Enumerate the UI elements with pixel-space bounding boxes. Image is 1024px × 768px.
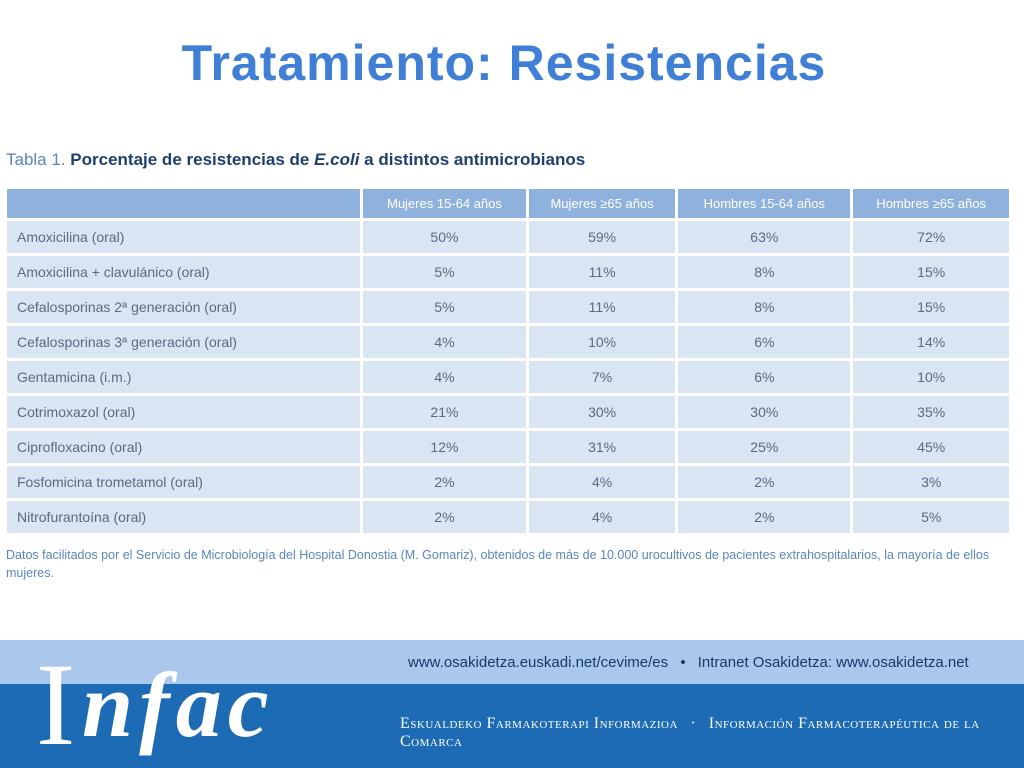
logo-wordmark: nfac bbox=[82, 654, 275, 756]
header-cell: Hombres ≥65 años bbox=[853, 189, 1009, 218]
table-row: Cefalosporinas 3ª generación (oral) 4% 1… bbox=[7, 326, 1009, 358]
value-cell: 10% bbox=[528, 326, 676, 358]
cevime-link[interactable]: www.osakidetza.euskadi.net/cevime/es bbox=[408, 654, 669, 671]
footer-tagline: Eskualdeko Farmakoterapi Informazioa · I… bbox=[400, 715, 1024, 751]
value-cell: 59% bbox=[528, 221, 676, 253]
value-cell: 14% bbox=[853, 326, 1009, 358]
value-cell: 72% bbox=[853, 221, 1009, 253]
value-cell: 31% bbox=[528, 431, 676, 463]
logo-initial: I bbox=[36, 639, 76, 768]
value-cell: 4% bbox=[528, 501, 676, 533]
drug-name: Ciprofloxacino (oral) bbox=[7, 431, 360, 463]
footer-band-light bbox=[0, 640, 1024, 684]
caption-main: Porcentaje de resistencias de bbox=[70, 150, 310, 169]
caption-organism: E.coli bbox=[314, 150, 360, 169]
table-row: Fosfomicina trometamol (oral) 2% 4% 2% 3… bbox=[7, 466, 1009, 498]
table-row: Amoxicilina (oral) 50% 59% 63% 72% bbox=[7, 221, 1009, 253]
value-cell: 4% bbox=[528, 466, 676, 498]
value-cell: 35% bbox=[853, 396, 1009, 428]
header-corner bbox=[7, 189, 360, 218]
value-cell: 10% bbox=[853, 361, 1009, 393]
value-cell: 2% bbox=[678, 501, 851, 533]
table-footnote: Datos facilitados por el Servicio de Mic… bbox=[6, 548, 990, 580]
caption-tail: a distintos antimicrobianos bbox=[364, 150, 586, 169]
value-cell: 8% bbox=[678, 256, 851, 288]
value-cell: 21% bbox=[363, 396, 526, 428]
value-cell: 11% bbox=[528, 256, 676, 288]
value-cell: 5% bbox=[363, 291, 526, 323]
drug-name: Cefalosporinas 3ª generación (oral) bbox=[7, 326, 360, 358]
header-cell: Hombres 15-64 años bbox=[678, 189, 851, 218]
drug-name: Cefalosporinas 2ª generación (oral) bbox=[7, 291, 360, 323]
value-cell: 7% bbox=[528, 361, 676, 393]
value-cell: 15% bbox=[853, 256, 1009, 288]
tagline-basque: Eskualdeko Farmakoterapi Informazioa bbox=[400, 715, 678, 732]
value-cell: 15% bbox=[853, 291, 1009, 323]
value-cell: 30% bbox=[528, 396, 676, 428]
infac-logo: I nfac bbox=[36, 646, 336, 768]
table-caption: Tabla 1. Porcentaje de resistencias de E… bbox=[6, 150, 585, 170]
header-cell: Mujeres ≥65 años bbox=[528, 189, 676, 218]
value-cell: 4% bbox=[363, 361, 526, 393]
table-row: Gentamicina (i.m.) 4% 7% 6% 10% bbox=[7, 361, 1009, 393]
value-cell: 5% bbox=[363, 256, 526, 288]
value-cell: 30% bbox=[678, 396, 851, 428]
table-row: Ciprofloxacino (oral) 12% 31% 25% 45% bbox=[7, 431, 1009, 463]
drug-name: Gentamicina (i.m.) bbox=[7, 361, 360, 393]
table-header-row: Mujeres 15-64 años Mujeres ≥65 años Homb… bbox=[7, 189, 1009, 218]
value-cell: 12% bbox=[363, 431, 526, 463]
tagline-separator: · bbox=[690, 715, 697, 732]
value-cell: 11% bbox=[528, 291, 676, 323]
caption-prefix: Tabla 1. bbox=[6, 150, 66, 169]
value-cell: 50% bbox=[363, 221, 526, 253]
value-cell: 63% bbox=[678, 221, 851, 253]
value-cell: 6% bbox=[678, 361, 851, 393]
footer-links: www.osakidetza.euskadi.net/cevime/es • I… bbox=[408, 654, 969, 671]
header-cell: Mujeres 15-64 años bbox=[363, 189, 526, 218]
value-cell: 45% bbox=[853, 431, 1009, 463]
table-row: Nitrofurantoína (oral) 2% 4% 2% 5% bbox=[7, 501, 1009, 533]
value-cell: 3% bbox=[853, 466, 1009, 498]
value-cell: 4% bbox=[363, 326, 526, 358]
value-cell: 8% bbox=[678, 291, 851, 323]
value-cell: 6% bbox=[678, 326, 851, 358]
drug-name: Amoxicilina + clavulánico (oral) bbox=[7, 256, 360, 288]
drug-name: Nitrofurantoína (oral) bbox=[7, 501, 360, 533]
table-row: Cotrimoxazol (oral) 21% 30% 30% 35% bbox=[7, 396, 1009, 428]
drug-name: Amoxicilina (oral) bbox=[7, 221, 360, 253]
resistance-table: Mujeres 15-64 años Mujeres ≥65 años Homb… bbox=[4, 186, 1012, 536]
value-cell: 2% bbox=[678, 466, 851, 498]
tagline-spanish: Información Farmacoterapéutica de la Com… bbox=[400, 715, 980, 750]
drug-name: Fosfomicina trometamol (oral) bbox=[7, 466, 360, 498]
table-row: Cefalosporinas 2ª generación (oral) 5% 1… bbox=[7, 291, 1009, 323]
value-cell: 2% bbox=[363, 466, 526, 498]
slide-title: Tratamiento: Resistencias bbox=[181, 35, 827, 91]
value-cell: 2% bbox=[363, 501, 526, 533]
footer-band-dark bbox=[0, 684, 1024, 768]
value-cell: 5% bbox=[853, 501, 1009, 533]
value-cell: 25% bbox=[678, 431, 851, 463]
drug-name: Cotrimoxazol (oral) bbox=[7, 396, 360, 428]
intranet-link[interactable]: Intranet Osakidetza: www.osakidetza.net bbox=[697, 654, 969, 671]
bullet-separator: • bbox=[680, 654, 686, 671]
table-row: Amoxicilina + clavulánico (oral) 5% 11% … bbox=[7, 256, 1009, 288]
